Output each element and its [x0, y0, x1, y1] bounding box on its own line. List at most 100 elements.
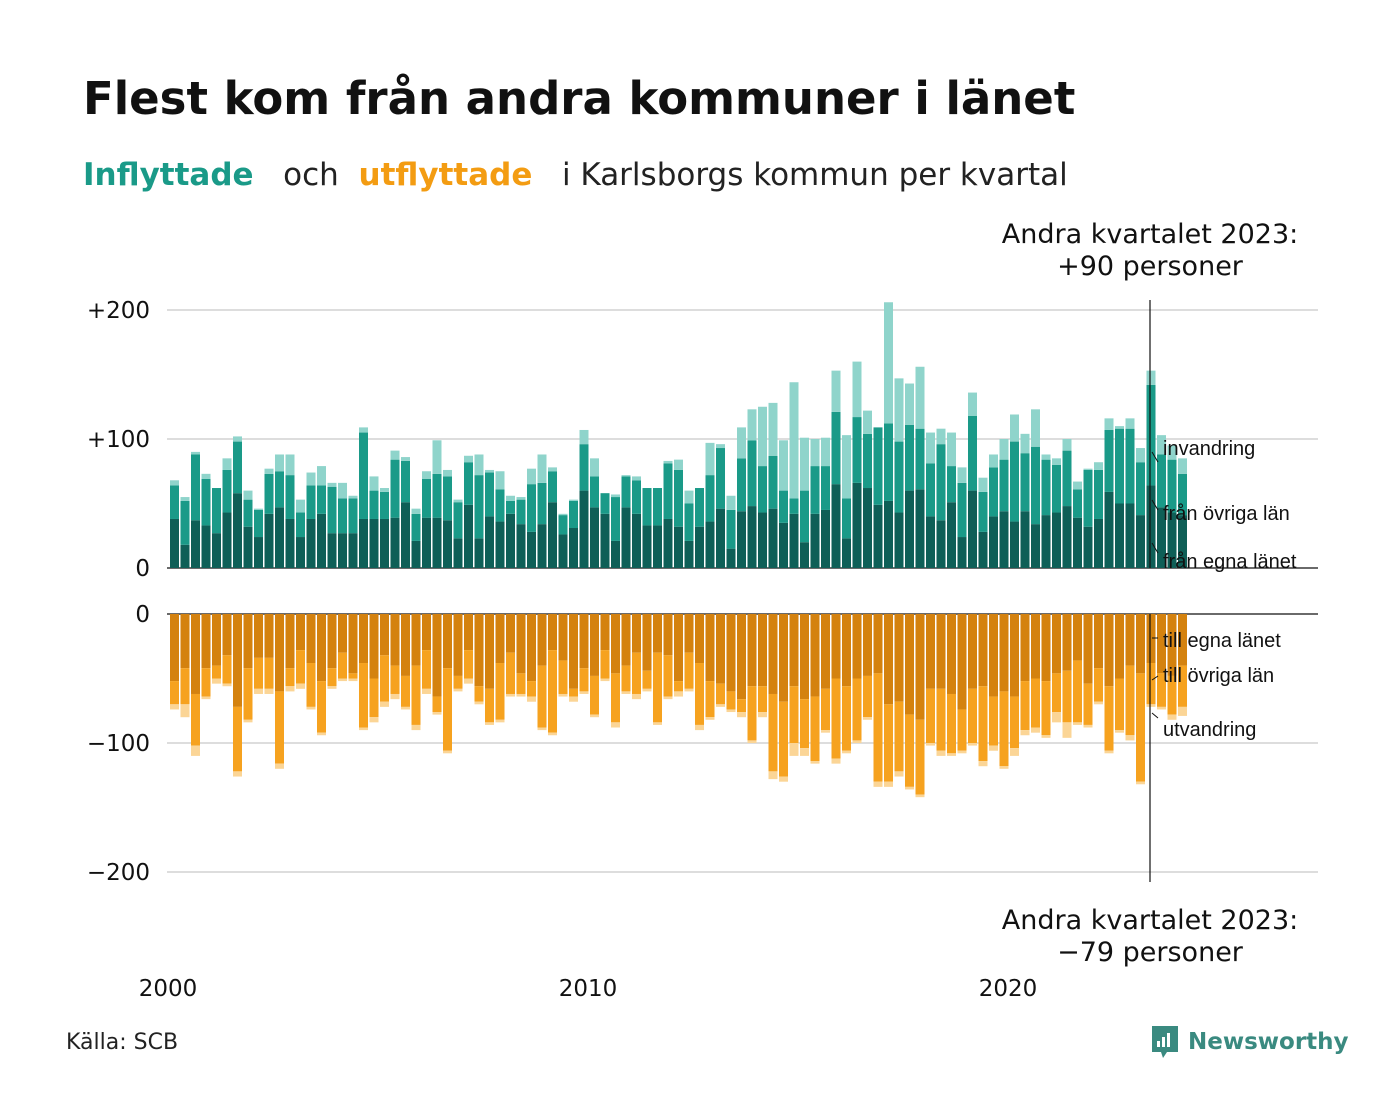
in-bar-immigration [191, 451, 200, 455]
out-bar-emigration [831, 758, 841, 764]
out-bar-own-county [789, 614, 799, 687]
out-bar-emigration [516, 693, 526, 697]
out-bar-other-counties [894, 701, 904, 772]
in-bar-other-counties [989, 467, 998, 517]
out-bar-emigration [390, 693, 400, 700]
in-bar-own-county [527, 531, 536, 568]
in-bar-other-counties [180, 500, 190, 545]
in-bar-immigration [821, 437, 830, 467]
in-bar-immigration [810, 439, 820, 467]
out-bar-emigration [968, 743, 977, 746]
out-bar-own-county [831, 614, 841, 679]
in-bar-other-counties [947, 466, 956, 503]
in-bar-immigration [684, 490, 694, 504]
out-bar-own-county [590, 614, 599, 676]
in-bar-immigration [306, 472, 316, 486]
in-bar-other-counties [212, 488, 221, 534]
out-bar-other-counties [170, 681, 179, 705]
out-bar-other-counties [537, 665, 547, 728]
out-bar-own-county [863, 614, 872, 676]
in-bar-immigration [705, 442, 715, 476]
in-bar-immigration [432, 440, 442, 474]
out-bar-emigration [359, 727, 368, 731]
out-bar-own-county [1146, 614, 1156, 664]
in-bar-immigration [359, 427, 368, 433]
in-bar-immigration [674, 459, 683, 470]
x-tick-label: 2010 [559, 976, 618, 1002]
out-bar-own-county [810, 614, 820, 697]
out-bar-own-county [800, 614, 809, 700]
out-bar-emigration [926, 743, 935, 746]
x-tick-label: 2000 [139, 976, 198, 1002]
in-bar-immigration [1167, 445, 1177, 460]
in-bar-other-counties [642, 488, 652, 526]
out-bar-emigration [1157, 706, 1166, 710]
in-bar-own-county [737, 511, 746, 568]
out-bar-emigration [264, 688, 274, 694]
in-bar-other-counties [317, 485, 326, 514]
out-bar-own-county [695, 614, 704, 664]
out-bar-emigration [485, 722, 494, 725]
out-bar-other-counties [1073, 660, 1082, 723]
in-bar-immigration [579, 429, 589, 445]
in-bar-immigration [1083, 468, 1093, 470]
out-bar-own-county [1115, 614, 1124, 679]
out-bar-emigration [1052, 712, 1061, 723]
out-bar-own-county [737, 614, 746, 700]
out-bar-own-county [726, 614, 736, 692]
in-bar-other-counties [1125, 428, 1135, 504]
in-bar-immigration [726, 495, 736, 510]
in-bar-other-counties [579, 444, 589, 491]
out-bar-emigration [233, 771, 242, 777]
in-bar-own-county [254, 537, 263, 568]
in-bar-other-counties [663, 463, 673, 519]
in-bar-own-county [390, 517, 400, 568]
out-bar-own-county [1041, 614, 1051, 682]
in-bar-other-counties [401, 460, 410, 503]
out-bar-own-county [296, 614, 305, 651]
in-bar-other-counties [884, 423, 893, 501]
in-bar-own-county [1010, 521, 1019, 568]
out-bar-emigration [873, 781, 883, 787]
in-bar-immigration [390, 450, 400, 460]
out-bar-other-counties [1020, 681, 1030, 731]
in-bar-own-county [1115, 503, 1124, 568]
in-bar-immigration [884, 302, 893, 424]
out-bar-emigration [464, 678, 473, 684]
in-bar-immigration [1136, 448, 1145, 463]
out-bar-other-counties [485, 688, 494, 723]
in-bar-own-county [978, 531, 988, 568]
in-bar-other-counties [359, 432, 368, 519]
in-bar-own-county [884, 500, 893, 568]
out-bar-emigration [999, 766, 1009, 769]
in-bar-other-counties [695, 488, 704, 527]
out-bar-own-county [674, 614, 683, 682]
out-tick-label: −100 [87, 731, 150, 757]
out-bar-own-county [852, 614, 862, 679]
in-bar-other-counties [684, 503, 694, 541]
out-bar-own-county [1136, 614, 1145, 674]
out-bar-emigration [852, 740, 862, 743]
in-bar-other-counties [432, 473, 442, 518]
in-bar-own-county [747, 506, 757, 568]
out-bar-own-county [653, 614, 662, 653]
out-bar-other-counties [716, 683, 725, 705]
out-bar-emigration [674, 691, 683, 697]
out-bar-own-county [905, 614, 914, 715]
out-bar-other-counties [401, 675, 410, 707]
in-bar-own-county [873, 504, 883, 568]
out-bar-own-county [411, 614, 421, 666]
out-bar-emigration [1062, 722, 1072, 738]
out-bar-emigration [600, 678, 610, 682]
in-bar-immigration [936, 428, 946, 445]
in-bar-other-counties [1167, 459, 1177, 513]
out-bar-emigration [768, 771, 778, 780]
in-bar-own-county [264, 513, 274, 568]
in-bar-immigration [380, 488, 389, 492]
in-bar-other-counties [243, 499, 253, 527]
out-bar-other-counties [317, 681, 326, 733]
in-tick-label: +100 [87, 427, 150, 453]
in-bar-immigration [663, 460, 673, 464]
out-bar-emigration [726, 709, 736, 713]
out-bar-emigration [495, 719, 505, 723]
